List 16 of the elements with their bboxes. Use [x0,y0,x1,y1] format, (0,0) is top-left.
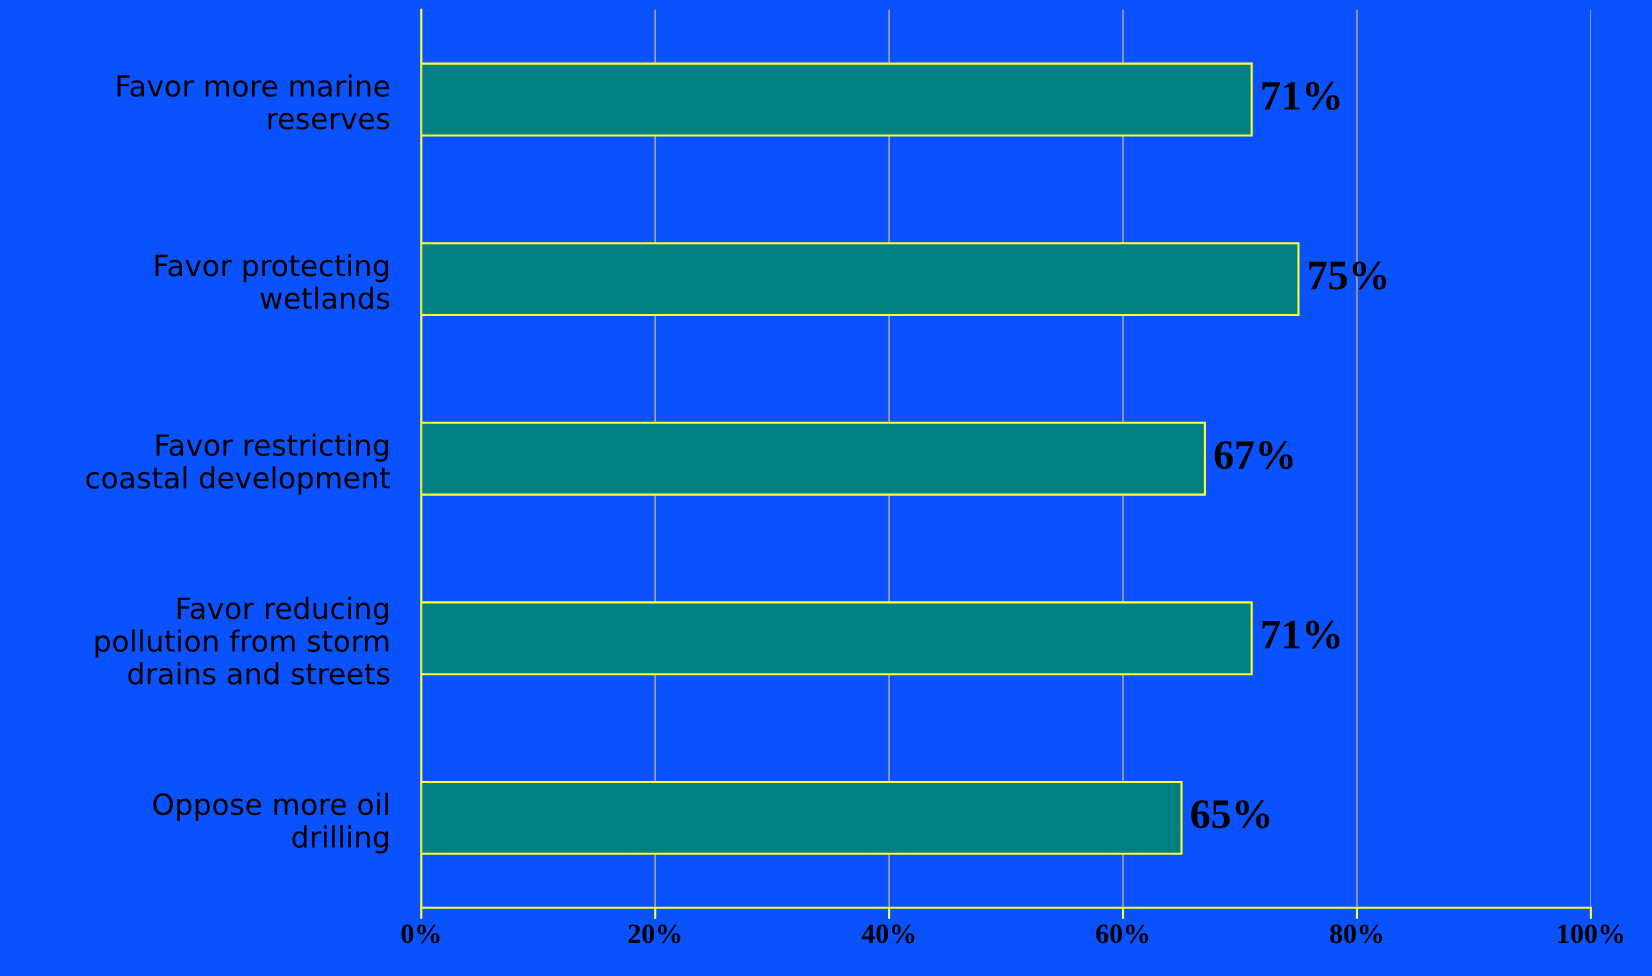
data-label: 65% [1191,800,1270,829]
y-tick-label: Favor reducing pollution from storm drains and streets [95,596,390,685]
x-tick-label: 100% [1558,924,1623,944]
x-tick-label: 0% [401,924,440,944]
data-label: 71% [1262,81,1340,111]
y-tick-label: Oppose more oil drilling [153,792,389,854]
x-tick-label: 20% [628,924,681,944]
y-tick-label: Favor more marine reserves [117,74,390,130]
x-tick-label: 80% [1330,924,1383,944]
x-tick-label: 60% [1096,924,1149,944]
y-tick-label: Favor restricting coastal development [86,433,390,495]
y-tick-label: Favor protecting wetlands [155,253,390,310]
data-label: 71% [1262,620,1340,649]
x-tick-label: 40% [861,924,915,944]
data-label: 67% [1214,441,1293,470]
data-label: 75% [1309,261,1387,290]
